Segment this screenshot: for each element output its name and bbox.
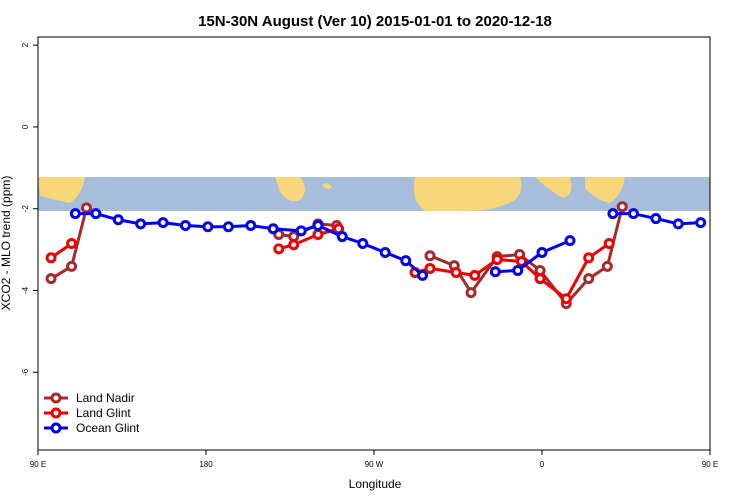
x-tick-label: 0 — [540, 460, 545, 469]
data-point — [336, 231, 348, 243]
data-point — [245, 220, 257, 232]
legend-marker — [50, 407, 62, 419]
data-point — [357, 238, 369, 249]
data-point — [650, 213, 662, 225]
data-point — [491, 253, 503, 265]
data-point — [202, 221, 214, 233]
data-point — [66, 260, 78, 272]
y-tick-label: -6 — [21, 368, 30, 376]
data-point — [312, 229, 324, 241]
data-point — [672, 218, 684, 230]
x-tick-label: 180 — [199, 460, 213, 469]
y-tick-label: 2 — [21, 42, 30, 47]
x-tick-label: 90 E — [702, 460, 718, 469]
world-map-strip — [38, 177, 710, 211]
data-point — [515, 255, 527, 267]
data-point — [400, 255, 412, 267]
data-point — [450, 267, 462, 279]
data-point — [603, 238, 615, 249]
data-point — [601, 260, 613, 272]
x-axis-label: Longitude — [349, 477, 402, 491]
data-point — [695, 217, 707, 229]
data-point — [267, 223, 279, 235]
x-tick-label: 90 E — [30, 460, 46, 469]
legend-label: Land Nadir — [76, 391, 135, 405]
data-point — [179, 220, 191, 232]
data-point — [469, 269, 481, 281]
data-point — [583, 252, 595, 264]
data-point — [45, 273, 57, 285]
data-point — [607, 208, 619, 220]
data-point — [112, 214, 124, 226]
data-point — [424, 250, 436, 262]
y-tick-label: 0 — [21, 124, 30, 129]
data-point — [90, 208, 102, 220]
data-point — [135, 218, 147, 230]
data-point — [564, 235, 576, 247]
data-point — [417, 269, 429, 281]
legend-label: Ocean Glint — [76, 421, 140, 435]
data-point — [627, 208, 639, 220]
data-point — [489, 266, 501, 278]
legend-marker — [50, 422, 62, 434]
data-point — [69, 208, 81, 220]
y-axis-label: XCO2 - MLO trend (ppm) — [0, 176, 13, 311]
data-point — [512, 264, 524, 276]
data-point — [45, 252, 57, 264]
data-point — [560, 293, 572, 305]
y-tick-label: -2 — [21, 205, 30, 213]
data-point — [465, 287, 477, 299]
data-point — [81, 202, 93, 214]
data-point — [66, 238, 78, 249]
data-point — [295, 225, 307, 237]
y-tick-label: -4 — [21, 286, 30, 294]
data-point — [157, 217, 169, 229]
data-point — [534, 273, 546, 285]
data-point — [222, 221, 234, 233]
data-point — [424, 262, 436, 274]
data-point — [583, 273, 595, 285]
data-point — [312, 220, 324, 232]
chart-title: 15N-30N August (Ver 10) 2015-01-01 to 20… — [198, 13, 552, 30]
data-point — [273, 243, 285, 255]
x-tick-label: 90 W — [365, 460, 384, 469]
legend-label: Land Glint — [76, 406, 131, 420]
legend-marker — [50, 392, 62, 404]
data-point — [536, 246, 548, 258]
data-point — [288, 239, 300, 251]
data-point — [616, 201, 628, 213]
data-point — [379, 246, 391, 258]
